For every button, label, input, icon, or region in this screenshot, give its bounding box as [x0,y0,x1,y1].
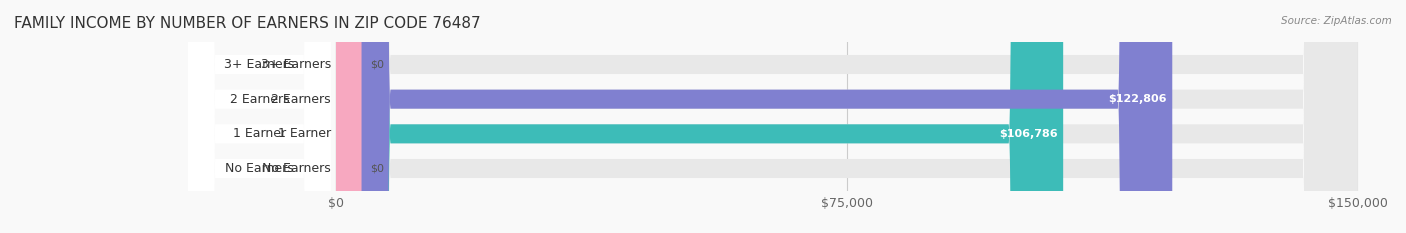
FancyBboxPatch shape [336,0,1357,233]
Text: $106,786: $106,786 [1000,129,1059,139]
FancyBboxPatch shape [188,0,330,233]
FancyBboxPatch shape [336,0,1357,233]
FancyBboxPatch shape [188,0,330,233]
FancyBboxPatch shape [336,0,1063,233]
Text: 1 Earner: 1 Earner [233,127,285,140]
Text: $0: $0 [370,59,384,69]
Text: 3+ Earners: 3+ Earners [225,58,294,71]
Text: $122,806: $122,806 [1109,94,1167,104]
Text: 3+ Earners: 3+ Earners [260,58,330,71]
Text: No Earners: No Earners [225,162,294,175]
FancyBboxPatch shape [336,0,1357,233]
FancyBboxPatch shape [336,0,1173,233]
Text: 2 Earners: 2 Earners [271,93,330,106]
Text: $0: $0 [370,164,384,174]
Text: No Earners: No Earners [262,162,330,175]
FancyBboxPatch shape [188,0,330,233]
FancyBboxPatch shape [336,0,361,233]
FancyBboxPatch shape [336,0,1357,233]
FancyBboxPatch shape [188,0,330,233]
Text: 1 Earner: 1 Earner [278,127,330,140]
Text: FAMILY INCOME BY NUMBER OF EARNERS IN ZIP CODE 76487: FAMILY INCOME BY NUMBER OF EARNERS IN ZI… [14,16,481,31]
Text: Source: ZipAtlas.com: Source: ZipAtlas.com [1281,16,1392,26]
Text: 2 Earners: 2 Earners [229,93,290,106]
FancyBboxPatch shape [336,0,361,233]
